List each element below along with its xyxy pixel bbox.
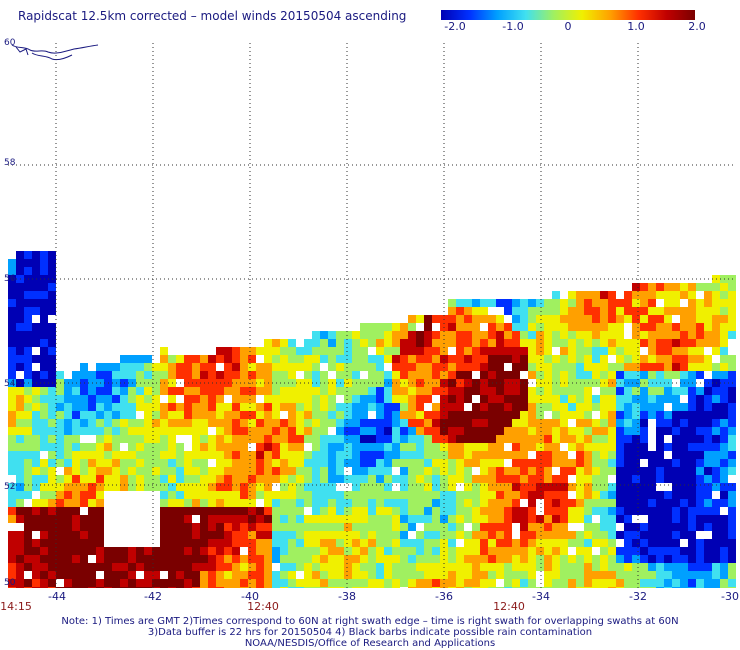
lon-label: -38 xyxy=(338,590,356,603)
note-line-3: NOAA/NESDIS/Office of Research and Appli… xyxy=(244,638,496,649)
lon-label: -44 xyxy=(48,590,66,603)
lat-label: 58 xyxy=(4,158,16,168)
lon-label: -32 xyxy=(629,590,647,603)
map-title: Rapidscat 12.5km corrected – model winds… xyxy=(18,9,407,23)
colorbar-tick: 1.0 xyxy=(627,20,645,33)
lon-label: -30 xyxy=(721,590,739,603)
swath-time-label: 12:40 xyxy=(247,600,279,613)
lat-lon-grid xyxy=(8,43,736,588)
colorbar-tick: -2.0 xyxy=(444,20,466,33)
lat-label: 52 xyxy=(4,482,16,492)
lon-label: -40 xyxy=(241,590,259,603)
lon-label: -36 xyxy=(435,590,453,603)
colorbar-tick: 2.0 xyxy=(688,20,706,33)
wind-difference-map xyxy=(8,43,736,588)
lat-label: 50 xyxy=(4,578,16,588)
lon-label: -42 xyxy=(144,590,162,603)
note-line-2: 3)Data buffer is 22 hrs for 20150504 4) … xyxy=(147,627,593,638)
note-line-1: Note: 1) Times are GMT 2)Times correspon… xyxy=(61,616,679,627)
lon-label: -34 xyxy=(532,590,550,603)
coastline xyxy=(11,44,99,61)
colorbar-tick: -1.0 xyxy=(502,20,524,33)
colorbar xyxy=(441,10,695,20)
colorbar-tick: 0 xyxy=(564,20,572,33)
lat-label: 60 xyxy=(4,38,16,48)
swath-time-label: 14:15 xyxy=(0,600,32,613)
swath-time-label: 12:40 xyxy=(493,600,525,613)
lat-label: 56 xyxy=(4,274,16,284)
lat-label: 54 xyxy=(4,379,16,389)
